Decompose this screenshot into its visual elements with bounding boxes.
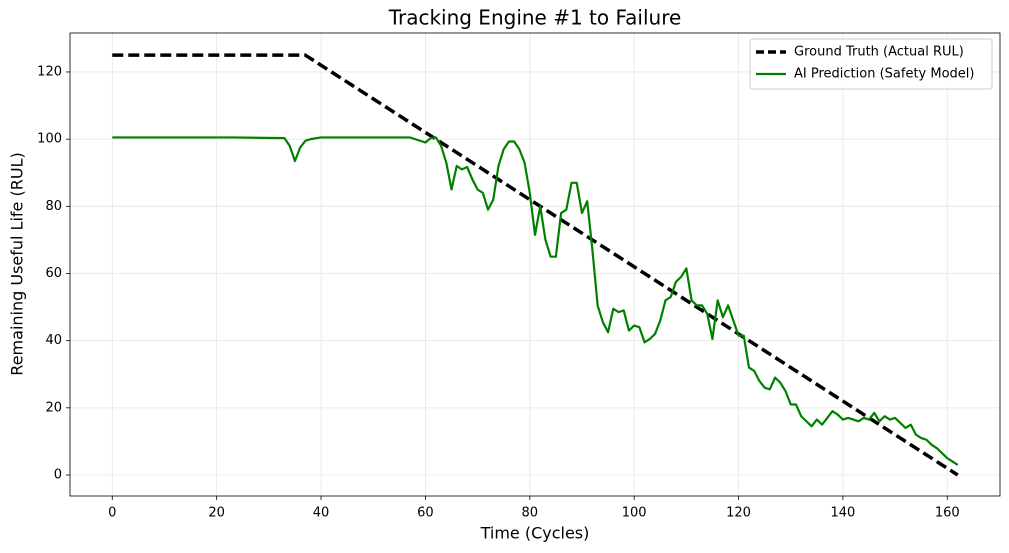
plot-frame [69, 32, 1001, 497]
x-tick-label: 120 [726, 506, 751, 521]
legend-label: Ground Truth (Actual RUL) [794, 45, 964, 60]
x-tick-label: 60 [417, 506, 434, 521]
x-axis-label: Time (Cycles) [480, 524, 590, 543]
y-tick-label: 40 [45, 333, 62, 348]
x-tick-label: 0 [108, 506, 116, 521]
x-tick-label: 80 [522, 506, 539, 521]
y-tick-label: 100 [37, 132, 62, 147]
y-tick-label: 20 [45, 400, 62, 415]
chart-title: Tracking Engine #1 to Failure [388, 6, 682, 30]
legend-label: AI Prediction (Safety Model) [794, 67, 974, 82]
x-tick-label: 160 [935, 506, 960, 521]
y-axis-label: Remaining Useful Life (RUL) [8, 152, 27, 375]
x-tick-label: 20 [208, 506, 225, 521]
series-line [112, 136, 959, 466]
legend: Ground Truth (Actual RUL) AI Prediction (… [749, 38, 993, 90]
y-tick-label: 0 [54, 468, 62, 483]
y-tick-label: 60 [45, 266, 62, 281]
x-tick-label: 140 [830, 506, 855, 521]
y-tick-label: 80 [45, 199, 62, 214]
x-tick-label: 100 [622, 506, 647, 521]
y-tick-label: 120 [37, 64, 62, 79]
legend-box [749, 38, 993, 90]
x-tick-label: 40 [313, 506, 330, 521]
